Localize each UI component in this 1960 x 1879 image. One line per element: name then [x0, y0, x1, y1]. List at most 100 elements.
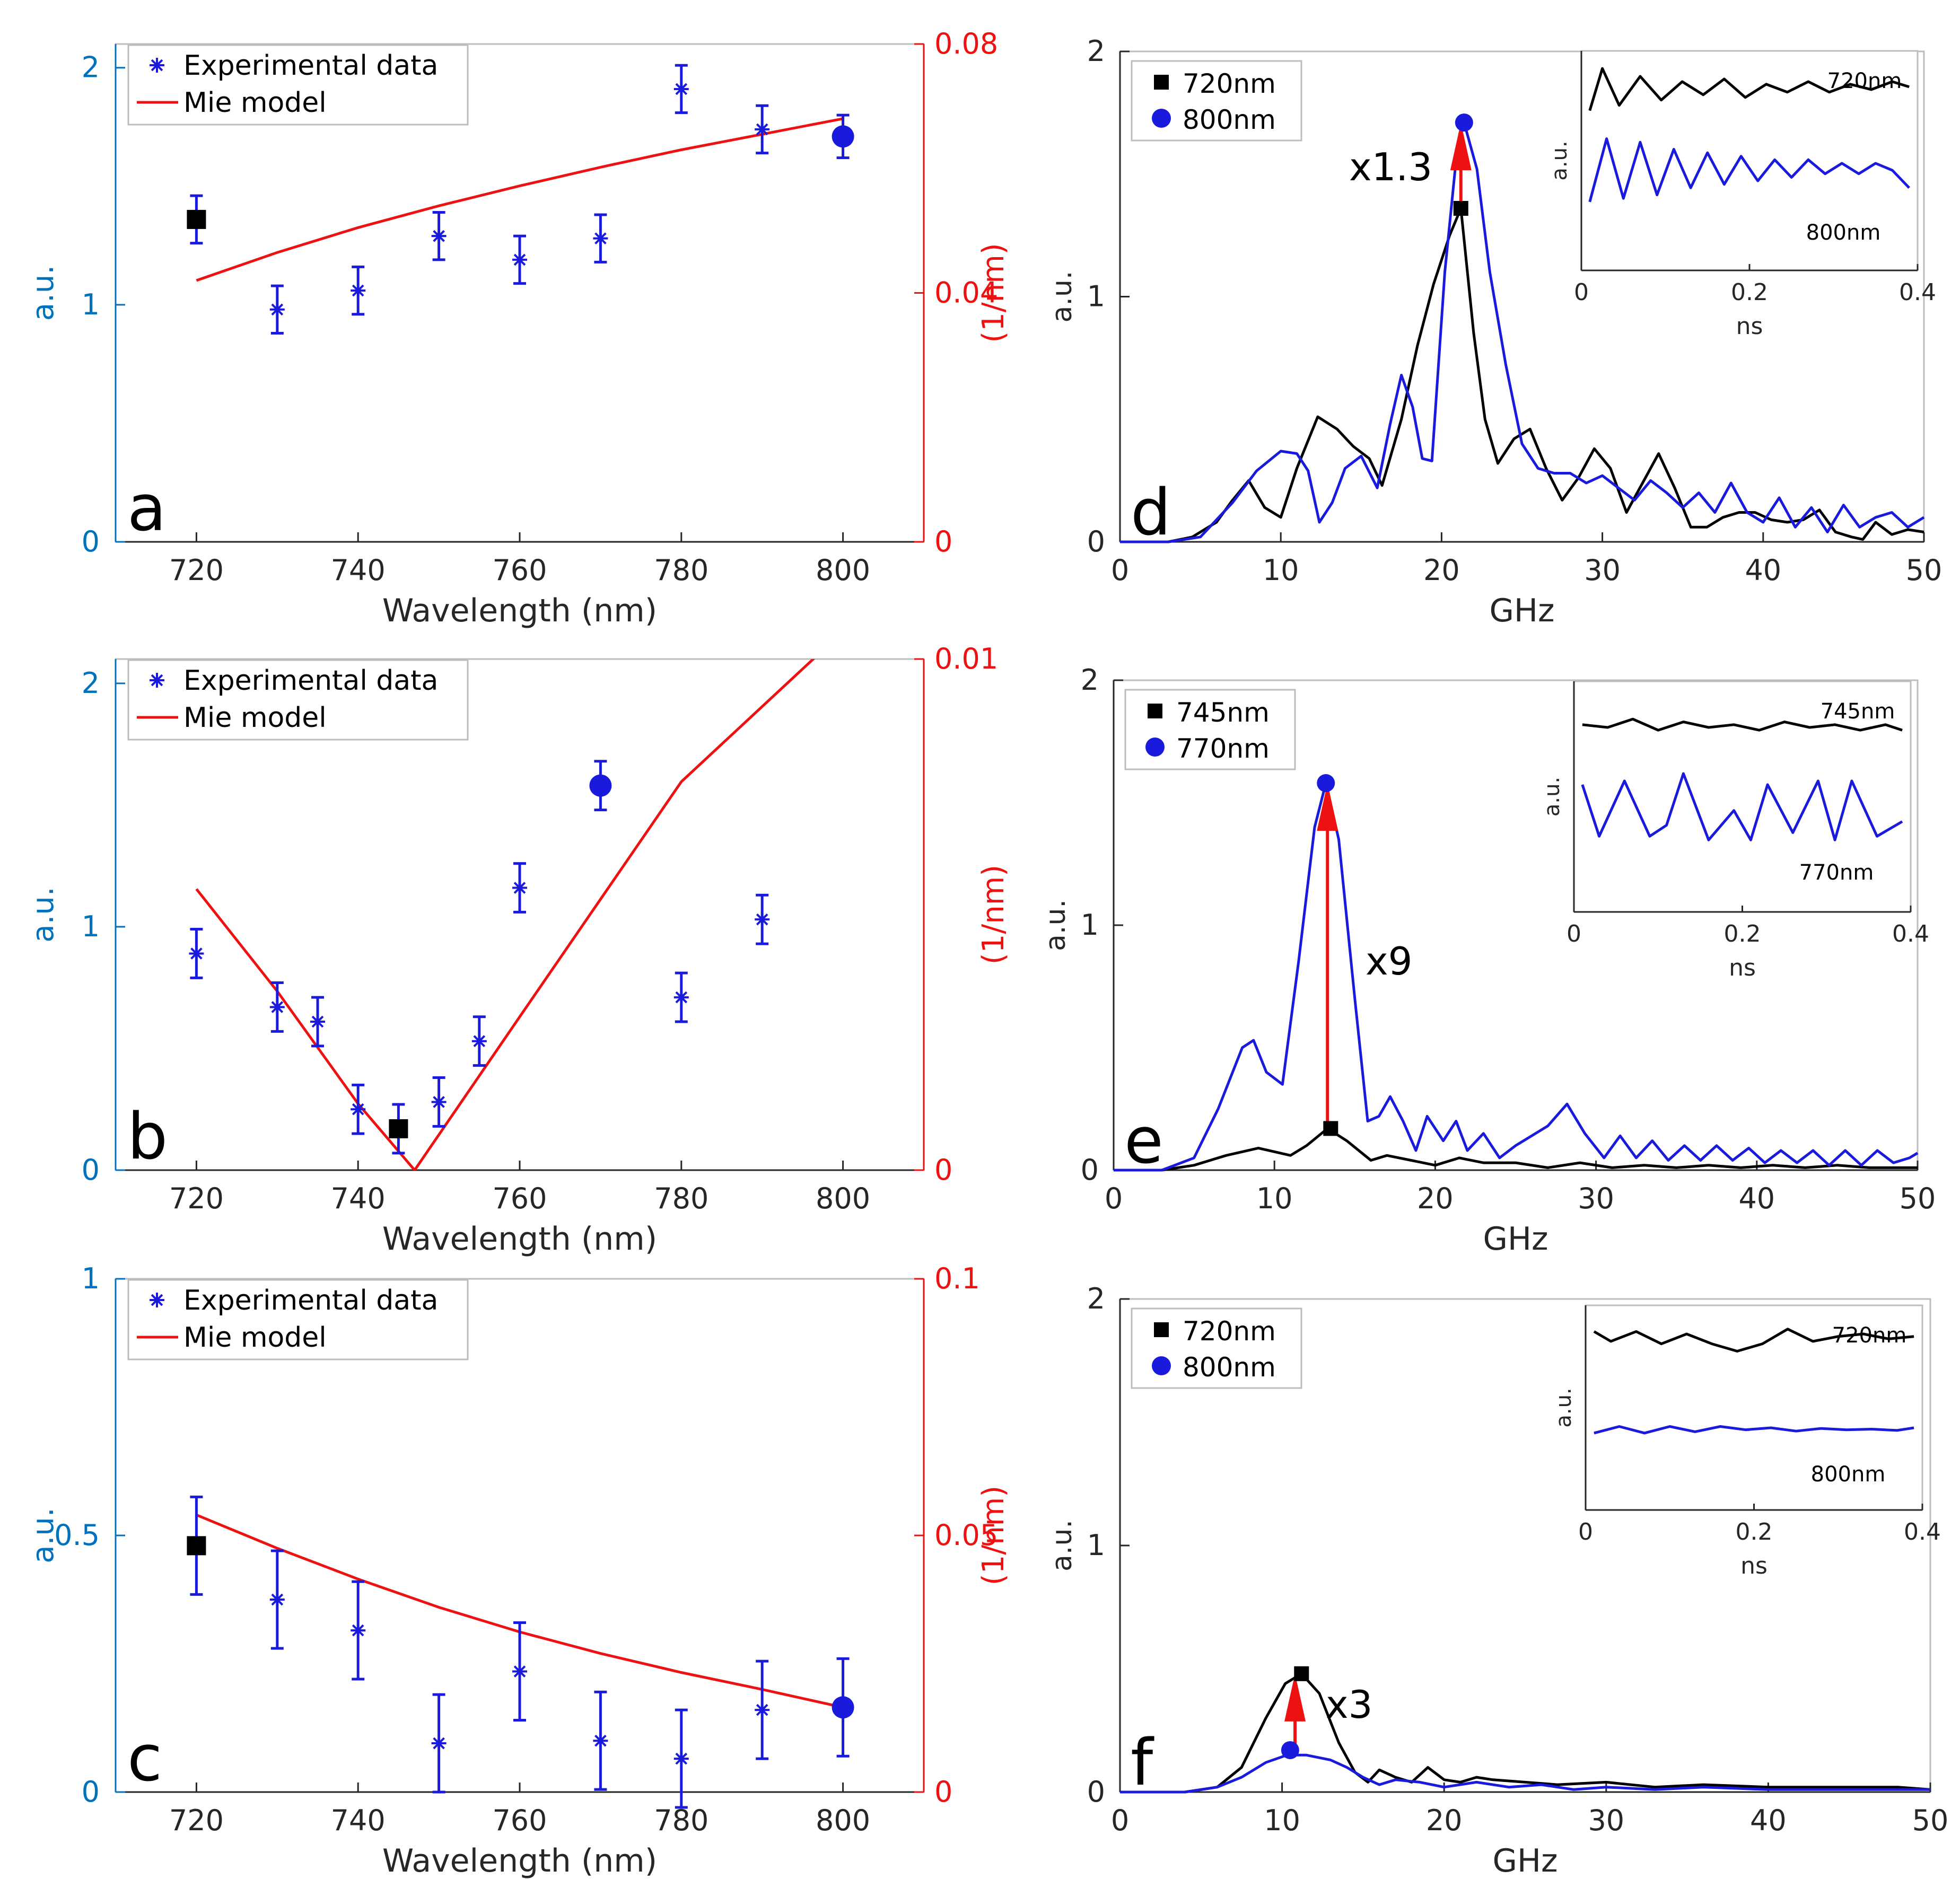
inset-x-tick-label: 0.2: [1724, 920, 1761, 947]
highlight-circle-marker: [832, 1696, 854, 1719]
experimental-point: [673, 990, 689, 1005]
ratio-annotation: x3: [1326, 1682, 1372, 1727]
x-tick-label: 50: [1906, 554, 1942, 587]
highlight-square-marker: [187, 209, 206, 229]
x-axis-label: Wavelength (nm): [382, 1221, 657, 1258]
y-tick-label: 0: [1087, 525, 1105, 558]
experimental-point: [673, 81, 689, 96]
legend-label: 745nm: [1176, 697, 1270, 728]
legend-circle-icon: [1152, 109, 1171, 128]
star-stroke: [756, 1704, 768, 1716]
inset-top-label: 745nm: [1821, 699, 1895, 724]
panel-a: 720 740 760 780 800 Wavelength (nm) 0 1 2 a.u. 0 0.…: [26, 27, 1011, 629]
inset: 0 0.2 0.4 ns a.u. 745nm 770nm: [1540, 680, 1929, 981]
experimental-point: [512, 1664, 527, 1679]
y-axis-right-label: (1/nm): [976, 243, 1011, 343]
star-stroke: [271, 1593, 284, 1606]
legend-circle-icon: [1152, 1356, 1171, 1375]
star-stroke: [151, 59, 163, 72]
x-tick-label: 10: [1256, 1182, 1293, 1215]
star-stroke: [151, 1294, 163, 1306]
experimental-point: [471, 1033, 487, 1049]
y-left-tick-label: 2: [82, 51, 100, 84]
y-right-tick-label: 0.05: [934, 1518, 998, 1552]
panel-label: f: [1131, 1726, 1154, 1800]
panel-label: a: [127, 472, 167, 546]
y-left-tick-label: 1: [82, 1262, 100, 1295]
y-axis-left-label: a.u.: [26, 1507, 60, 1563]
inset-x-tick-label: 0: [1578, 1518, 1593, 1546]
inset-x-tick-label: 0.4: [1899, 279, 1936, 306]
x-tick-label: 20: [1423, 554, 1460, 587]
star-stroke: [675, 991, 688, 1004]
inset-x-axis-label: ns: [1740, 1552, 1768, 1579]
star-stroke: [352, 1103, 364, 1116]
series-line-800nm: [1120, 1753, 1930, 1794]
highlight-square-marker: [389, 1119, 408, 1138]
legend-square-icon: [1154, 75, 1169, 90]
inset-trace-top: [1582, 717, 1903, 732]
legend: Experimental data Mie model: [127, 44, 469, 126]
inset-frame: [1585, 1304, 1923, 1511]
y-axis-label: a.u.: [1046, 271, 1078, 323]
experimental-point: [269, 1592, 285, 1607]
inset-trace-top: [1593, 1328, 1914, 1353]
peak-square-marker: [1323, 1121, 1338, 1136]
inset: 0 0.2 0.4 ns a.u. 720nm 800nm: [1547, 50, 1936, 340]
panel-b: 720 740 760 780 800 Wavelength (nm) 0 1 2 a.u. 0 0.…: [26, 642, 1011, 1258]
y-left-tick-label: 1: [82, 910, 100, 943]
inset-x-tick-label: 0.2: [1731, 279, 1768, 306]
peak-square-marker: [1294, 1666, 1309, 1681]
star-stroke: [151, 674, 163, 687]
panel-label: e: [1124, 1104, 1163, 1178]
mie-model-line: [196, 117, 844, 282]
legend-label: 720nm: [1183, 68, 1276, 99]
inset-trace-bottom: [1588, 137, 1911, 203]
x-tick-label: 760: [492, 1182, 547, 1215]
legend-star-icon: [150, 1293, 164, 1307]
y-tick-label: 2: [1087, 1282, 1105, 1315]
legend-label: 800nm: [1183, 104, 1276, 135]
panel-f: 0 10 20 30 40 50 GHz 0 1 2 a.u. x3 720nm 800nm 0 0.2 0.4…: [1046, 1282, 1948, 1879]
x-tick-label: 10: [1264, 1804, 1300, 1837]
x-tick-label: 40: [1738, 1182, 1775, 1215]
x-tick-label: 800: [816, 1804, 870, 1837]
x-tick-label: 760: [492, 554, 547, 587]
inset-x-tick-label: 0.4: [1904, 1518, 1941, 1546]
inset-trace-bottom: [1581, 772, 1903, 841]
y-left-tick-label: 2: [82, 666, 100, 700]
legend-label: Experimental data: [183, 1285, 438, 1316]
inset-top-label: 720nm: [1832, 1323, 1907, 1348]
legend-star-icon: [150, 673, 164, 688]
panel-label: c: [127, 1722, 162, 1796]
legend: 745nm 770nm: [1124, 689, 1296, 770]
inset-y-axis-label: a.u.: [1552, 1388, 1576, 1427]
y-left-tick-label: 0: [82, 525, 100, 558]
series-line-770nm: [1114, 782, 1919, 1172]
y-left-tick-label: 0: [82, 1153, 100, 1187]
y-axis-label: a.u.: [1046, 1520, 1078, 1571]
x-tick-label: 50: [1912, 1804, 1949, 1837]
experimental-point: [755, 912, 770, 927]
legend-label: Mie model: [183, 1322, 327, 1354]
y-axis-left-label: a.u.: [26, 265, 60, 321]
experimental-point: [431, 1736, 447, 1751]
star-stroke: [433, 1096, 445, 1108]
panel-label: d: [1131, 476, 1171, 550]
star-stroke: [433, 1737, 445, 1750]
series-line-800nm: [1120, 121, 1925, 543]
star-stroke: [433, 230, 445, 242]
star-stroke: [513, 253, 526, 266]
x-tick-label: 720: [169, 1804, 224, 1837]
y-tick-label: 0: [1081, 1153, 1099, 1187]
legend: Experimental data Mie model: [127, 1279, 469, 1360]
star-stroke: [513, 1665, 526, 1678]
experimental-point: [431, 229, 447, 244]
y-right-tick-label: 0: [934, 1775, 952, 1808]
inset-bottom-label: 800nm: [1811, 1462, 1886, 1487]
y-tick-label: 0: [1087, 1775, 1105, 1808]
legend-square-icon: [1154, 1322, 1169, 1337]
x-tick-label: 740: [331, 554, 386, 587]
x-tick-label: 50: [1900, 1182, 1936, 1215]
series-line-745nm: [1114, 1127, 1918, 1172]
